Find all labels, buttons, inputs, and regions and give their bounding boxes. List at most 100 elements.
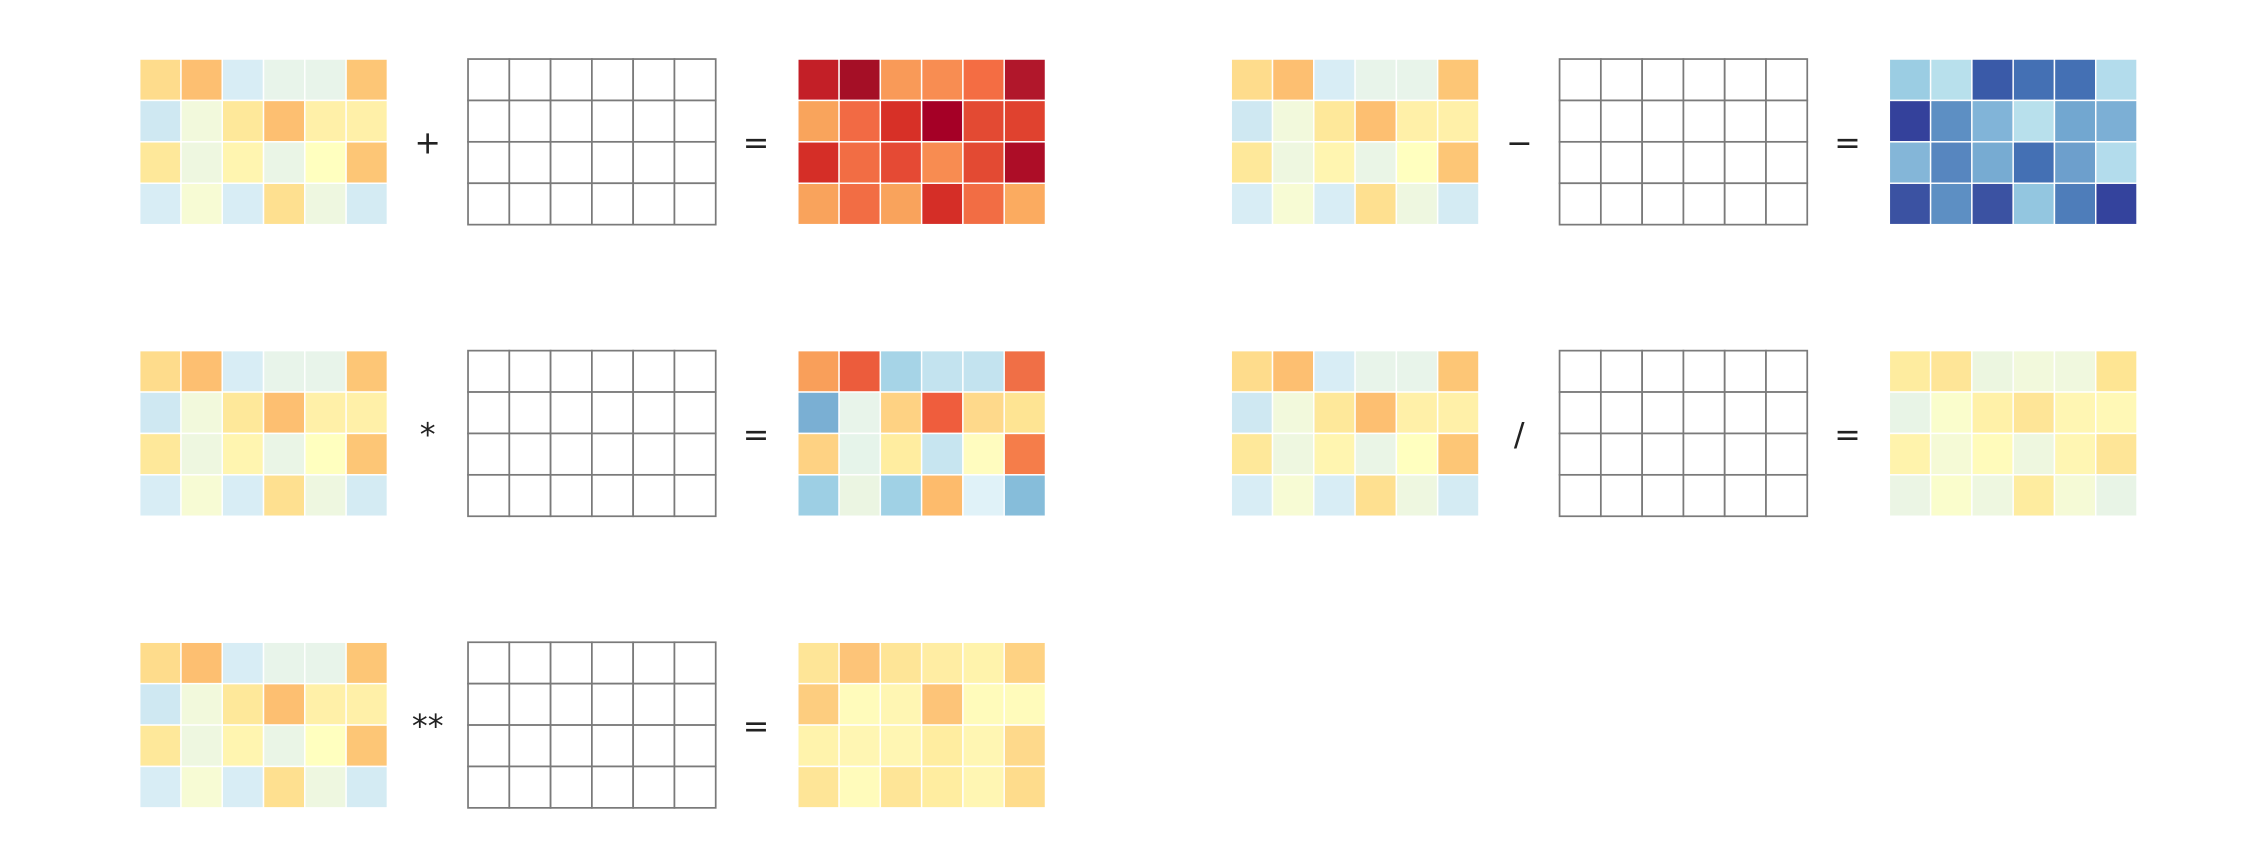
matrix-cell	[1971, 349, 2014, 393]
matrix-cell	[838, 391, 882, 435]
empty-cell	[632, 432, 676, 476]
empty-cell	[591, 140, 635, 185]
matrix-cell	[1003, 682, 1047, 726]
empty-cell	[508, 432, 552, 476]
matrix-cell	[345, 641, 389, 685]
empty-cell	[467, 140, 511, 185]
matrix-cell	[797, 474, 840, 517]
matrix-cell	[1271, 474, 1315, 517]
empty-cell	[673, 682, 717, 726]
operator: +	[414, 126, 441, 162]
matrix-cell	[1888, 182, 1932, 226]
matrix-cell	[1971, 432, 2014, 476]
matrix-cell	[1354, 391, 1398, 435]
matrix-cell	[1929, 432, 1973, 476]
empty-cell	[508, 724, 552, 768]
matrix-cell	[304, 349, 347, 393]
matrix-cell	[262, 641, 306, 685]
matrix-cell	[221, 391, 265, 435]
empty-cell	[1558, 140, 1602, 185]
matrix-cell	[1313, 391, 1356, 435]
empty-cell	[1641, 391, 1685, 435]
empty-cell	[467, 349, 511, 393]
matrix-cell	[879, 182, 923, 226]
empty-cell	[549, 432, 593, 476]
matrix-cell	[138, 641, 182, 685]
empty-cell	[591, 641, 635, 685]
matrix-cell	[1395, 99, 1439, 143]
matrix-cell	[138, 141, 182, 184]
empty-cell	[673, 58, 717, 102]
matrix-cell	[1436, 391, 1480, 435]
matrix-cell	[304, 641, 347, 685]
matrix-cell	[2012, 99, 2056, 143]
matrix-cell	[304, 391, 347, 435]
empty-cell	[673, 765, 717, 809]
matrix-cell	[1354, 474, 1398, 517]
matrix-cell	[962, 682, 1005, 726]
matrix-cell	[1395, 182, 1439, 226]
matrix-cell	[262, 391, 306, 435]
empty-cell	[467, 641, 511, 685]
matrix-cell	[879, 58, 923, 102]
matrix-cell	[920, 391, 964, 435]
matrix-cell	[2095, 474, 2138, 517]
matrix-cell	[180, 58, 223, 102]
empty-cell	[508, 349, 552, 393]
matrix-cell	[304, 724, 347, 768]
empty-cell	[1558, 349, 1602, 393]
matrix-cell	[180, 141, 223, 184]
matrix-cell	[1313, 141, 1356, 184]
equals-sign: =	[743, 126, 770, 162]
empty-cell	[549, 724, 593, 768]
matrix-cell	[2012, 182, 2056, 226]
matrix-cell	[2012, 474, 2056, 517]
matrix-cell	[1436, 141, 1480, 184]
matrix-cell	[920, 641, 964, 685]
matrix-cell	[838, 99, 882, 143]
empty-cell	[508, 140, 552, 185]
empty-cell	[1599, 140, 1643, 185]
matrix-cell	[262, 99, 306, 143]
matrix-cell	[1888, 349, 1932, 393]
empty-cell	[1765, 473, 1809, 518]
matrix-cell	[1971, 141, 2014, 184]
empty-cell	[632, 58, 676, 102]
matrix-cell	[879, 391, 923, 435]
matrix-cell	[262, 765, 306, 809]
empty-cell	[591, 724, 635, 768]
matrix-cell	[2095, 141, 2138, 184]
empty-cell	[1682, 391, 1726, 435]
empty-cell	[1723, 349, 1767, 393]
empty-cell	[1599, 391, 1643, 435]
matrix-cell	[838, 474, 882, 517]
matrix-cell	[2053, 141, 2097, 184]
empty-cell	[591, 473, 635, 518]
empty-cell	[1682, 432, 1726, 476]
empty-cell	[508, 99, 552, 143]
matrix-cell	[797, 141, 840, 184]
empty-cell	[467, 682, 511, 726]
matrix-cell	[1888, 391, 1932, 435]
empty-cell	[632, 724, 676, 768]
empty-cell	[673, 724, 717, 768]
empty-cell	[632, 349, 676, 393]
matrix-cell	[345, 432, 389, 476]
matrix-cell	[1271, 391, 1315, 435]
empty-cell	[549, 349, 593, 393]
empty-cell	[467, 391, 511, 435]
matrix-cell	[262, 682, 306, 726]
empty-cell	[632, 182, 676, 226]
empty-cell	[1599, 473, 1643, 518]
empty-cell	[508, 765, 552, 809]
empty-cell	[1641, 58, 1685, 102]
matrix-cell	[1395, 432, 1439, 476]
empty-cell	[549, 765, 593, 809]
empty-cell	[1641, 99, 1685, 143]
matrix-cell	[345, 58, 389, 102]
matrix-cell	[962, 99, 1005, 143]
matrix-cell	[962, 58, 1005, 102]
empty-cell	[1558, 391, 1602, 435]
empty-cell	[1765, 391, 1809, 435]
